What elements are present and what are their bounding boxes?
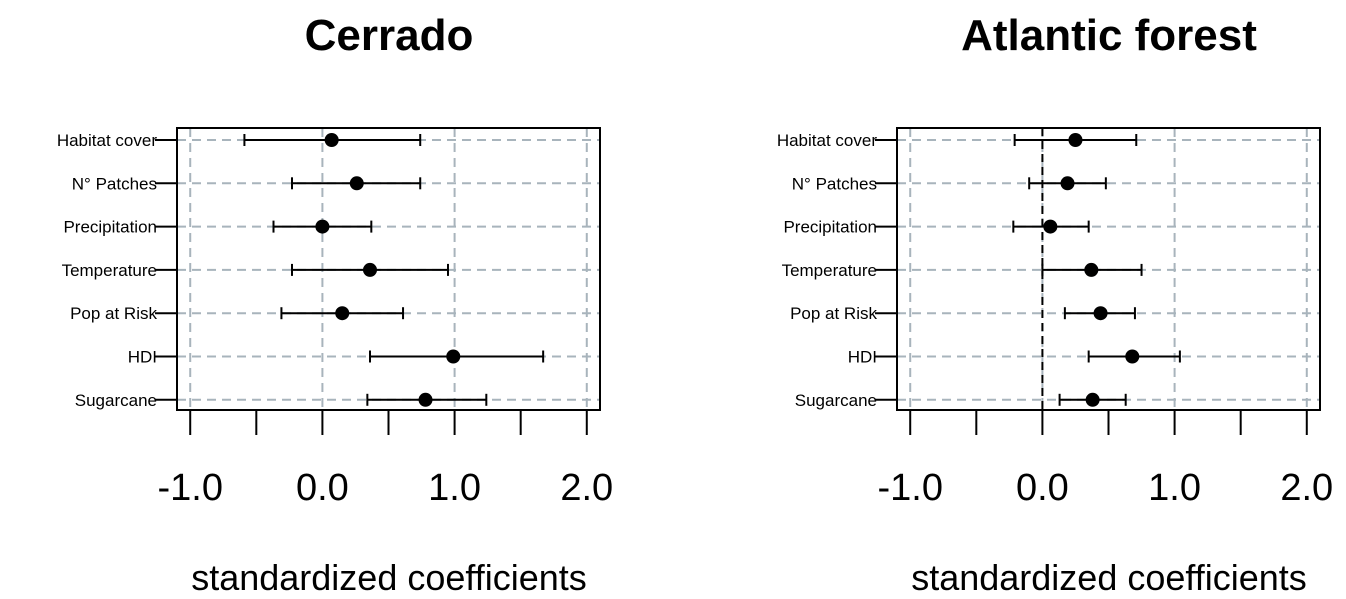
y-tick-label: HDI <box>848 348 877 367</box>
point-estimate <box>1068 133 1083 147</box>
y-tick-label: Sugarcane <box>75 391 157 410</box>
x-tick-label: -1.0 <box>157 467 222 509</box>
point-estimate <box>1060 176 1075 191</box>
y-tick-label: Precipitation <box>783 218 877 237</box>
chart-title: Cerrado <box>305 11 474 60</box>
panel-atlantic-forest: Atlantic forest standardized coefficient… <box>777 11 1333 598</box>
point-estimate <box>446 349 461 364</box>
y-tick-label: N° Patches <box>72 174 157 193</box>
point-estimate <box>349 176 364 191</box>
point-estimate <box>1093 306 1108 321</box>
y-tick-label: N° Patches <box>792 174 877 193</box>
point-estimate <box>362 262 377 277</box>
y-tick-label: Habitat cover <box>57 131 157 150</box>
y-tick-label: Temperature <box>782 261 877 280</box>
x-tick-label: 1.0 <box>428 467 481 509</box>
point-estimate <box>315 219 330 234</box>
x-tick-label: 2.0 <box>560 467 613 509</box>
point-estimate <box>418 392 433 407</box>
point-estimate <box>335 306 350 321</box>
y-tick-label: Sugarcane <box>795 391 877 410</box>
x-axis-label: standardized coefficients <box>911 557 1307 594</box>
point-estimate <box>324 133 339 147</box>
y-tick-label: HDI <box>128 348 157 367</box>
y-tick-label: Habitat cover <box>777 131 877 150</box>
x-tick-label: 0.0 <box>1016 467 1069 509</box>
point-estimate <box>1125 349 1140 364</box>
y-tick-label: Pop at Risk <box>790 304 877 323</box>
point-estimate <box>1084 262 1099 277</box>
y-tick-label: Pop at Risk <box>70 304 157 323</box>
x-tick-label: 2.0 <box>1280 467 1333 509</box>
x-tick-label: -1.0 <box>877 467 942 509</box>
y-tick-label: Temperature <box>62 261 157 280</box>
chart-title: Atlantic forest <box>961 11 1257 60</box>
point-estimate <box>1085 392 1100 407</box>
panel-cerrado: Cerrado standardized coefficients Habita… <box>57 11 613 598</box>
y-tick-label: Precipitation <box>63 218 157 237</box>
x-axis-label: standardized coefficients <box>191 557 587 594</box>
x-tick-label: 1.0 <box>1148 467 1201 509</box>
x-tick-label: 0.0 <box>296 467 349 509</box>
point-estimate <box>1043 219 1058 234</box>
